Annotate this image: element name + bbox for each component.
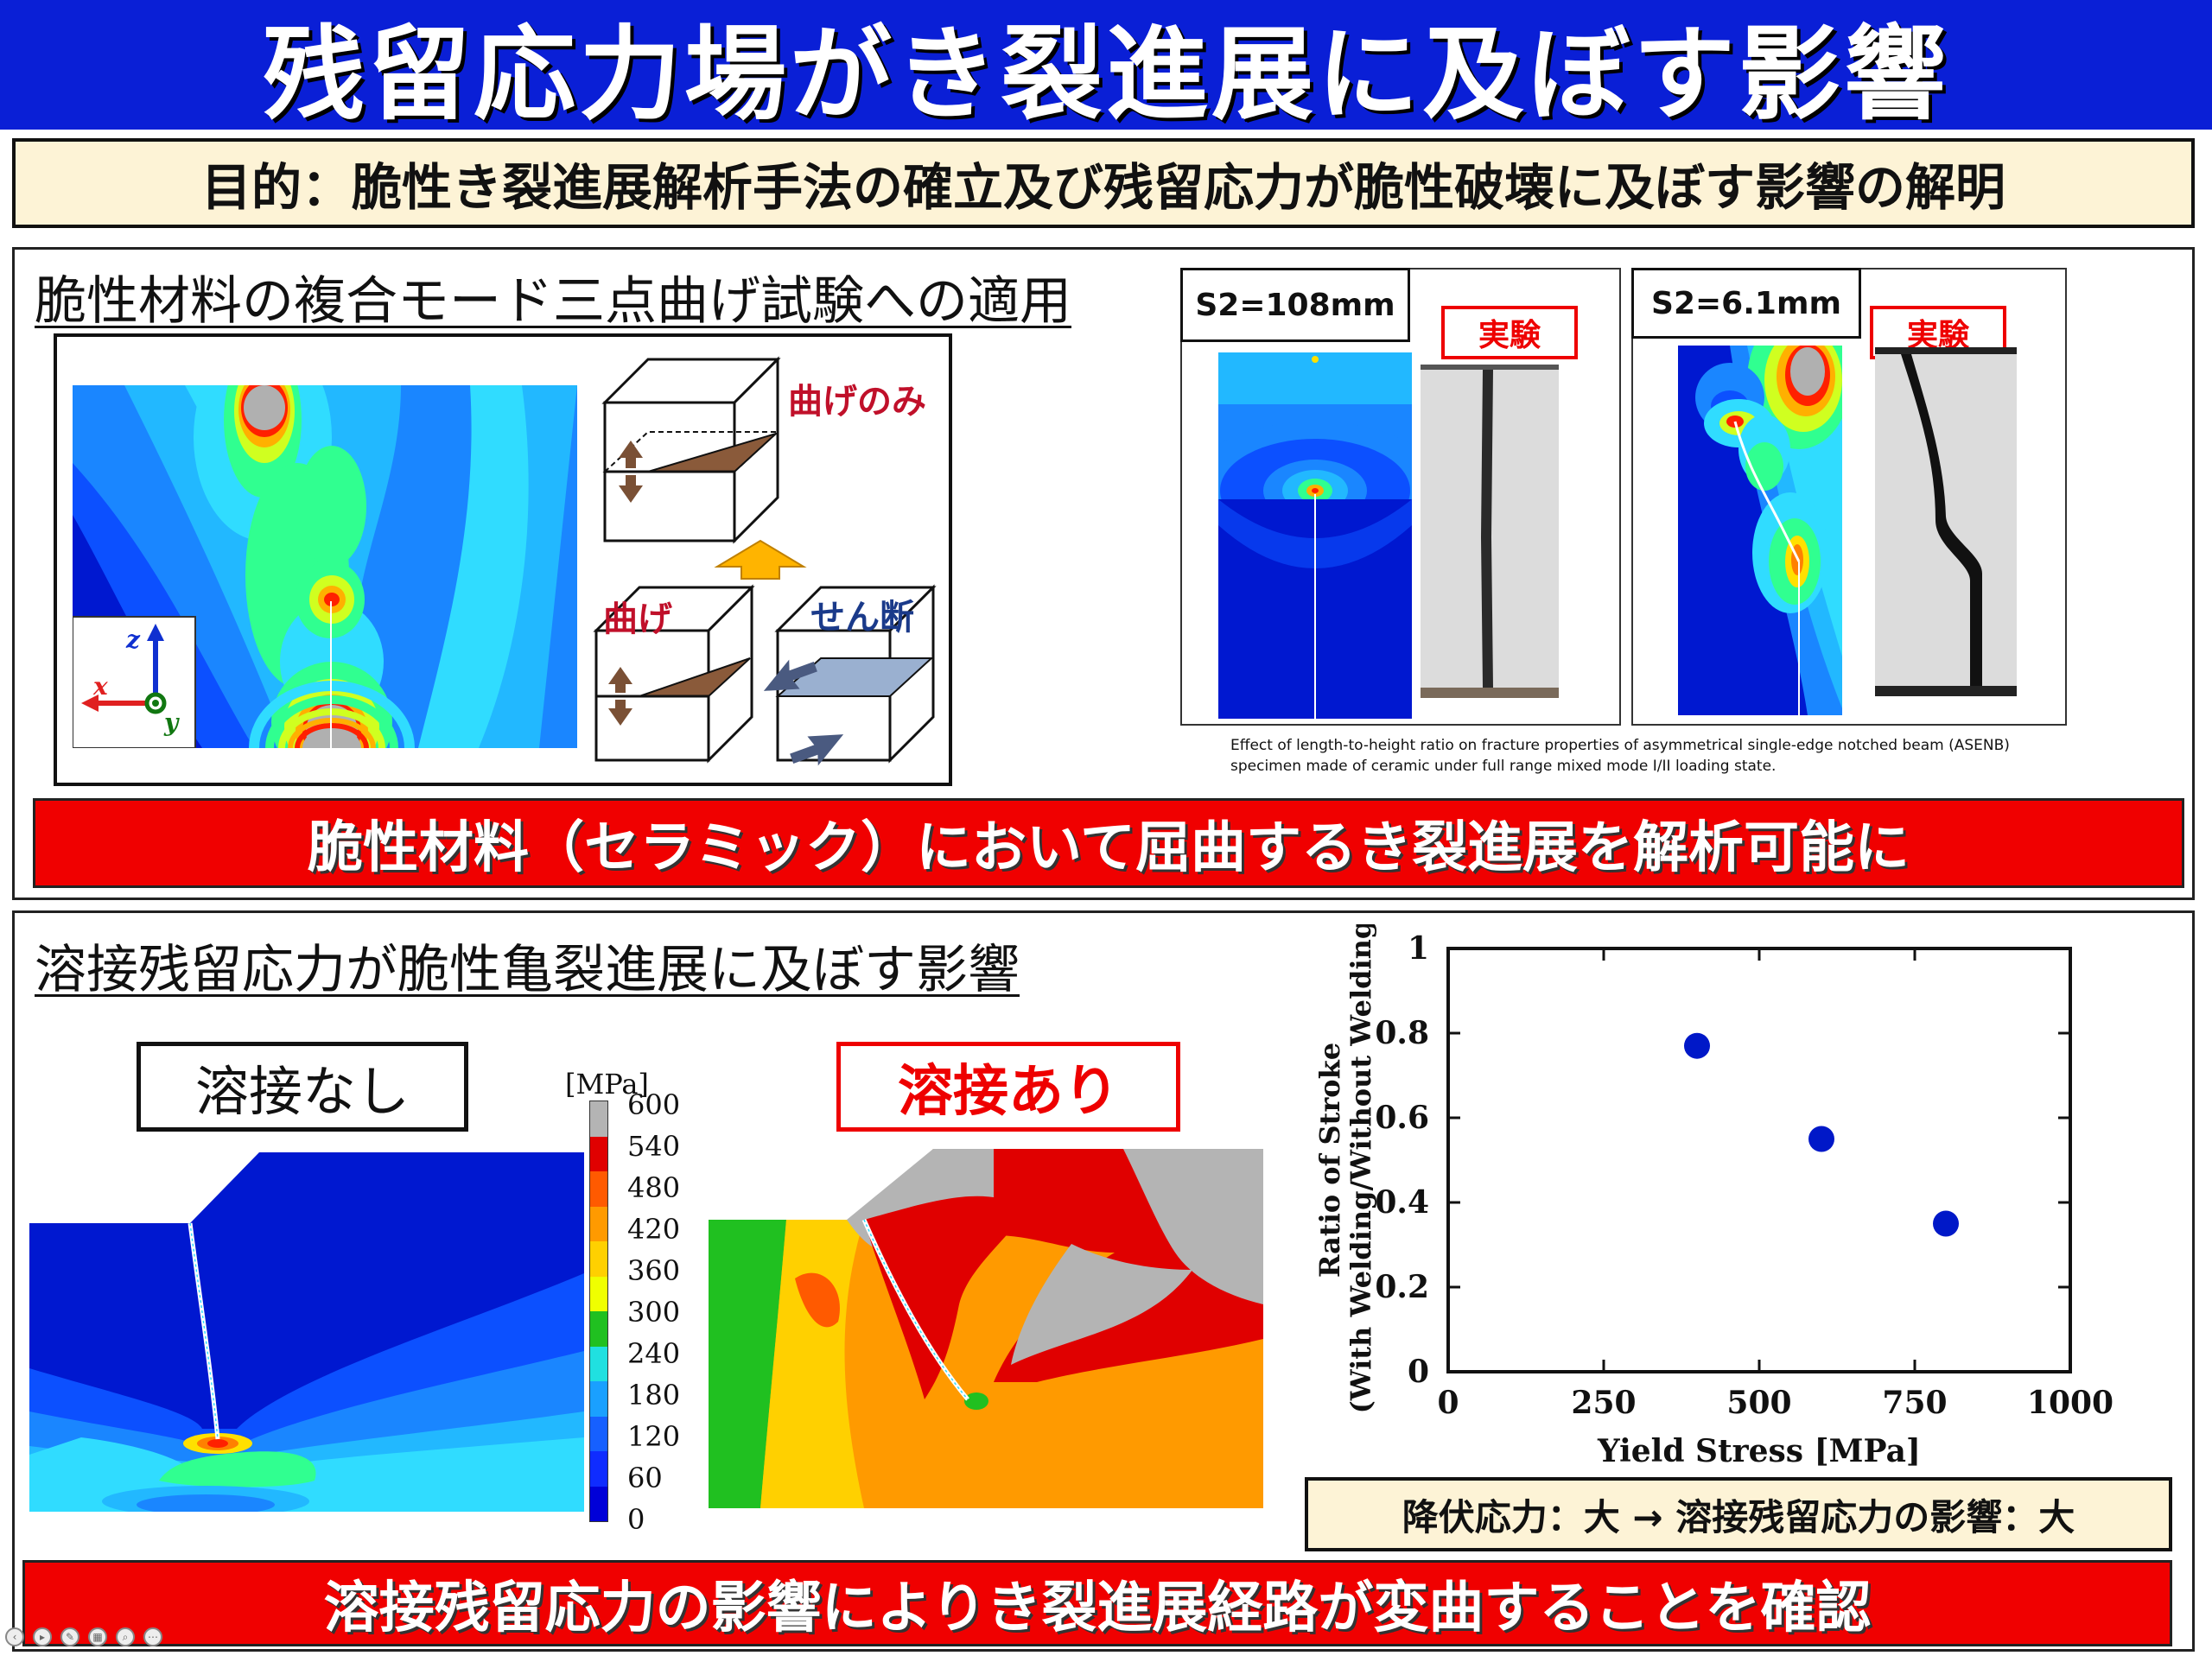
x-axis-label: Yield Stress [MPa]: [1597, 1433, 1921, 1469]
axis-y-label: y: [164, 708, 179, 737]
figure-caption-line2: specimen made of ceramic under full rang…: [1230, 758, 1777, 775]
weld-label: 溶接あり: [836, 1042, 1180, 1132]
y-tick-label: 0.8: [1375, 1015, 1429, 1051]
no-weld-stress-contour: [29, 1152, 584, 1512]
x-tick-label: 1000: [2027, 1385, 2113, 1421]
colorbar-tick-label: 480: [627, 1171, 681, 1204]
colorbar-tick-label: 240: [627, 1337, 681, 1370]
colorbar-segment: [590, 1136, 607, 1171]
colorbar-tick-label: 420: [627, 1213, 681, 1246]
data-point: [1808, 1126, 1834, 1152]
y-tick-label: 0: [1408, 1354, 1429, 1390]
colorbar-ticks: 600 540 480 420 360 300 240 180 120 60 0: [619, 1088, 688, 1536]
section1-heading: 脆性材料の複合モード三点曲げ試験への適用: [35, 271, 1071, 332]
plot-frame: [1446, 947, 2072, 1373]
x-tick-label: 250: [1571, 1385, 1636, 1421]
colorbar-segment: [590, 1311, 607, 1347]
case2-label: S2=6.1mm: [1631, 268, 1861, 339]
axis-z-label: z: [126, 625, 140, 654]
beam-stress-contour: [73, 385, 577, 748]
bending-only-label: 曲げのみ: [788, 382, 926, 422]
x-tick-label: 500: [1726, 1385, 1791, 1421]
case1-experiment-label: 実験: [1441, 306, 1578, 359]
purpose-box: 目的：脆性き裂進展解析手法の確立及び残留応力が脆性破壊に及ぼす影響の解明: [12, 138, 2195, 228]
zoom-icon[interactable]: ⌕: [116, 1627, 135, 1646]
colorbar-tick-label: 540: [627, 1130, 681, 1163]
pen-icon[interactable]: ✎: [60, 1627, 79, 1646]
colorbar-tick-label: 60: [627, 1462, 663, 1494]
x-tick-label: 0: [1437, 1385, 1459, 1421]
colorbar-tick-label: 180: [627, 1379, 681, 1411]
play-icon[interactable]: ▸: [33, 1627, 52, 1646]
no-weld-label: 溶接なし: [137, 1042, 468, 1132]
shear-label: せん断: [810, 598, 914, 638]
axis-x-label: x: [93, 672, 108, 701]
colorbar-segment: [590, 1416, 607, 1451]
colorbar-segment: [590, 1346, 607, 1381]
finding-box: 降伏応力：大 → 溶接残留応力の影響：大: [1305, 1477, 2172, 1551]
colorbar-segment: [590, 1171, 607, 1207]
page-title: 残留応力場がき裂進展に及ぼす影響: [0, 0, 2212, 134]
colorbar-segment: [590, 1241, 607, 1277]
colorbar-segment: [590, 1451, 607, 1487]
colorbar-tick-label: 0: [627, 1503, 645, 1536]
yield-stress-chart: 0 250 500 750 1000 0 0.2 0.4 0.6 0.8 1 Yield Stress…: [1313, 924, 2113, 1469]
colorbar-unit: [MPa]: [565, 1068, 649, 1101]
colorbar-segment: [590, 1206, 607, 1241]
y-axis-label-line1: Ratio of Stroke: [1313, 1043, 1346, 1278]
colorbar-segment: [590, 1276, 607, 1311]
slides-icon[interactable]: ▦: [88, 1627, 107, 1646]
case1-experiment-photo: [1421, 365, 1559, 698]
y-tick-label: 0.2: [1375, 1269, 1429, 1305]
coordinate-axes-icon: [81, 624, 167, 714]
section2-heading: 溶接残留応力が脆性亀裂進展に及ぼす影響: [35, 940, 1020, 1000]
colorbar-segment: [590, 1381, 607, 1417]
case1-label: S2=108mm: [1180, 268, 1410, 342]
figure-caption-line1: Effect of length-to-height ratio on frac…: [1230, 737, 2010, 754]
y-axis-label-line2: (With Welding/Without Welding): [1344, 924, 1377, 1413]
data-point: [1933, 1210, 1959, 1237]
colorbar-tick-label: 300: [627, 1296, 681, 1329]
more-icon[interactable]: ⋯: [143, 1627, 162, 1646]
colorbar: [589, 1101, 608, 1522]
y-tick-label: 1: [1408, 930, 1429, 967]
section2-conclusion: 溶接残留応力の影響によりき裂進展経路が変曲することを確認: [22, 1560, 2172, 1646]
data-point: [1684, 1032, 1710, 1059]
x-tick-label: 750: [1882, 1385, 1947, 1421]
case2-simulation: [1678, 346, 1842, 715]
colorbar-segment: [590, 1101, 607, 1137]
viewer-controls: ‹ ▸ ✎ ▦ ⌕ ⋯: [5, 1627, 162, 1646]
case1-simulation: [1218, 352, 1412, 719]
weld-stress-contour: [709, 1149, 1263, 1508]
y-tick-label: 0.6: [1375, 1100, 1429, 1136]
mixed-mode-schematic: [593, 356, 937, 766]
prev-slide-icon[interactable]: ‹: [5, 1627, 24, 1646]
y-tick-label: 0.4: [1375, 1184, 1429, 1221]
bending-label: 曲げ: [603, 599, 672, 639]
colorbar-segment: [590, 1486, 607, 1521]
colorbar-tick-label: 120: [627, 1420, 681, 1453]
section1-conclusion: 脆性材料（セラミック）において屈曲するき裂進展を解析可能に: [33, 798, 2184, 888]
case2-experiment-photo: [1875, 347, 2017, 696]
colorbar-tick-label: 600: [627, 1088, 681, 1121]
colorbar-tick-label: 360: [627, 1254, 681, 1287]
